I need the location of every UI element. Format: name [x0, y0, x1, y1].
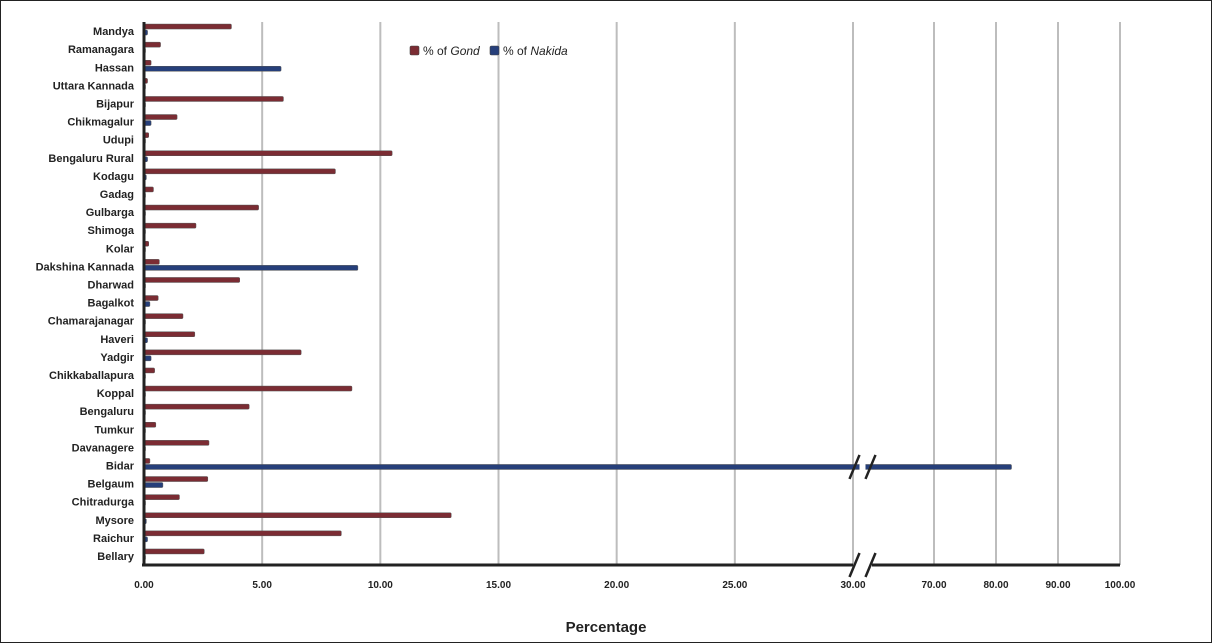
bar-gond [143, 41, 161, 48]
bar-nakida [143, 482, 164, 488]
bar-nakida [143, 265, 359, 271]
x-tick-label: 30.00 [840, 580, 865, 591]
category-label: Bengaluru Rural [48, 153, 134, 165]
axis-break-gap [859, 462, 866, 471]
x-tick-label: 25.00 [722, 580, 747, 591]
category-label: Chikmagalur [67, 117, 134, 129]
category-label: Koppal [97, 388, 134, 400]
bar-gond [143, 150, 393, 156]
category-label: Chamarajanagar [48, 316, 135, 328]
legend-swatch [409, 45, 420, 56]
bar-nakida [143, 66, 282, 72]
category-label: Yadgir [100, 352, 134, 364]
bar-gond [143, 422, 157, 428]
bar-gond [143, 349, 302, 356]
category-label: Gulbarga [86, 207, 135, 219]
bar-gond [143, 222, 197, 229]
bar-gond [143, 530, 342, 537]
bar-gond [143, 204, 259, 211]
tick-labels: 0.00 5.00 10.00 15.00 20.00 25.00 30.00 70.00 80… [134, 580, 1135, 591]
category-label: Chitradurga [72, 497, 135, 509]
legend-swatch [489, 45, 500, 56]
grid-lines [261, 22, 1121, 565]
category-label: Gadag [100, 189, 134, 201]
bar-gond [143, 367, 155, 374]
category-label: Bijapur [96, 98, 135, 110]
x-tick-label: 0.00 [134, 580, 154, 591]
category-label: Tumkur [94, 424, 134, 436]
axes-group [142, 22, 1120, 578]
category-label: Haveri [100, 334, 134, 346]
category-label: Dharwad [88, 279, 134, 291]
bar-gond [143, 385, 353, 392]
legend-label: % of Nakida [503, 44, 568, 58]
bar-gond [143, 114, 178, 120]
bar-gond [143, 494, 180, 500]
x-tick-label: 70.00 [921, 580, 946, 591]
x-tick-label: 100.00 [1105, 580, 1136, 591]
category-label: Kolar [106, 243, 135, 255]
category-label: Hassan [95, 62, 134, 74]
bar-gond [143, 440, 210, 446]
x-tick-label: 10.00 [368, 580, 393, 591]
category-label: Ramanagara [68, 44, 135, 56]
category-label: Raichur [93, 533, 135, 545]
axis-break-mark [864, 454, 877, 480]
category-label: Shimoga [88, 225, 135, 237]
category-label: Kodagu [93, 171, 134, 183]
category-label: Chikkaballapura [49, 370, 135, 382]
bar-gond [143, 512, 452, 518]
category-labels: Mandya Ramanagara Hassan Uttara Kannada Bija… [36, 26, 135, 563]
axis-break-mark [864, 552, 877, 578]
bar-gond [143, 23, 232, 30]
bars-group [143, 23, 1012, 561]
axis-break-mark [848, 552, 861, 578]
bar-gond [143, 476, 209, 482]
category-label: Bagalkot [88, 298, 135, 310]
category-label: Uttara Kannada [53, 80, 135, 92]
bar-gond [143, 168, 336, 175]
category-label: Dakshina Kannada [36, 261, 135, 273]
category-label: Bengaluru [80, 406, 134, 418]
legend-label: % of Gond [423, 44, 480, 58]
bar-nakida [143, 464, 1012, 470]
category-label: Mandya [93, 26, 135, 38]
bar-gond [143, 403, 250, 410]
bar-gond [143, 96, 284, 102]
x-tick-label: 15.00 [486, 580, 511, 591]
category-label: Mysore [95, 515, 134, 527]
x-tick-label: 90.00 [1045, 580, 1070, 591]
legend: % of Gond % of Nakida [409, 44, 568, 58]
category-label: Bidar [106, 460, 135, 472]
axis-break-gap [859, 561, 866, 569]
bar-gond [143, 259, 160, 265]
bar-gond [143, 295, 159, 301]
x-tick-label: 20.00 [604, 580, 629, 591]
category-label: Udupi [103, 135, 134, 147]
x-axis-label: Percentage [566, 619, 647, 636]
category-label: Bellary [97, 551, 135, 563]
axis-break-mark [848, 454, 861, 480]
category-label: Davanagere [72, 442, 134, 454]
bar-gond [143, 548, 205, 555]
bar-gond [143, 331, 196, 337]
bar-gond [143, 313, 184, 319]
category-label: Belgaum [88, 479, 135, 491]
bar-gond [143, 277, 240, 283]
x-tick-label: 80.00 [983, 580, 1008, 591]
x-tick-label: 5.00 [252, 580, 272, 591]
